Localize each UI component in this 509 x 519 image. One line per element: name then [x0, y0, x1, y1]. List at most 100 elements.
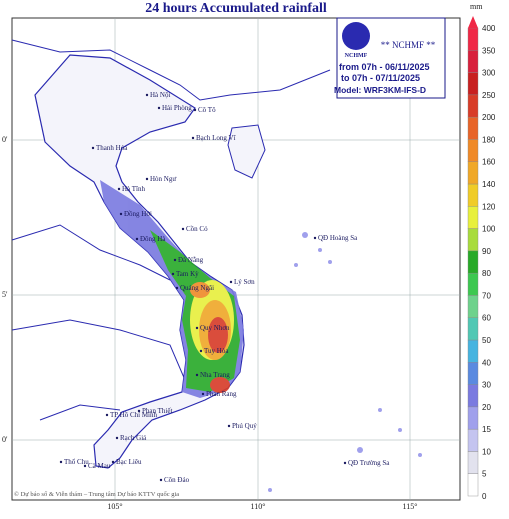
- place-dot: [227, 424, 231, 428]
- place-dot: [191, 136, 195, 140]
- colorbar-swatch: [467, 183, 479, 207]
- colorbar-swatch: [467, 206, 479, 229]
- place-label: Phú Quý: [232, 422, 257, 430]
- place-dot: [173, 258, 177, 262]
- model: Model: WRF3KM-IFS-D: [334, 85, 426, 95]
- colorbar-label: 10: [482, 447, 491, 456]
- place-label: Thổ Chu: [64, 458, 89, 466]
- place-dot: [105, 413, 109, 417]
- colorbar-swatch: [467, 94, 479, 118]
- colorbar-label: 160: [482, 158, 496, 167]
- colorbar-swatch: [467, 451, 479, 474]
- place-labels: Cô Tô Bạch Long Vĩ Thanh Hóa Hòn Ngư Hà Tĩnh…: [59, 91, 390, 484]
- colorbar-label: 250: [482, 91, 496, 100]
- place-dot: [229, 280, 233, 284]
- lon-label: 105°: [107, 502, 122, 511]
- place-label: Đồng Hới: [124, 210, 152, 218]
- lat-label: 5': [2, 290, 8, 299]
- colorbar-label: 120: [482, 202, 496, 211]
- place-label: Nha Trang: [200, 371, 230, 379]
- place-label: Cồn Cỏ: [186, 225, 208, 233]
- axis-labels: 105° 110° 115° 0' 5' 0': [2, 135, 417, 511]
- colorbar-swatch: [467, 384, 479, 408]
- colorbar-swatch: [467, 250, 479, 274]
- lon-label: 115°: [403, 502, 418, 511]
- place-dot: [145, 177, 149, 181]
- place-dot: [119, 212, 123, 216]
- place-label: Hà Nội: [150, 91, 170, 99]
- colorbar-swatch: [467, 295, 479, 318]
- place-dot: [313, 236, 317, 240]
- place-label: Quy Nhơn: [200, 324, 230, 332]
- colorbar-label: 350: [482, 46, 496, 55]
- place-label: Phan Thiết: [142, 407, 172, 415]
- colorbar-swatch: [467, 50, 479, 73]
- place-dot: [195, 326, 199, 330]
- info-box: [336, 17, 446, 99]
- place-label: Tam Kỳ: [176, 270, 199, 278]
- place-label: Hòn Ngư: [150, 175, 176, 183]
- colorbar-arrow: [468, 16, 478, 28]
- colorbar-label: 200: [482, 113, 496, 122]
- place-dot: [137, 409, 141, 413]
- place-label: Tuy Hòa: [204, 347, 229, 355]
- place-label: Cà Mau: [88, 462, 111, 470]
- place-dot: [157, 106, 161, 110]
- colorbar-label: 400: [482, 24, 496, 33]
- place-dot: [195, 373, 199, 377]
- place-dot: [343, 461, 347, 465]
- colorbar-label: 300: [482, 69, 496, 78]
- place-label: Quảng Ngãi: [180, 284, 214, 292]
- place-label: Bạch Long Vĩ: [196, 134, 237, 142]
- colorbar-swatch: [467, 72, 479, 96]
- colorbar: 0 5 10 15 20 30 40 50 60 70 80 90 100 120 140 160 180 200…: [467, 16, 496, 501]
- colorbar-label: 20: [482, 403, 491, 412]
- place-dot: [91, 146, 95, 150]
- rain-field: [100, 180, 244, 398]
- colorbar-swatch: [467, 161, 479, 185]
- colorbar-swatch: [467, 116, 479, 140]
- lat-label: 0': [2, 435, 8, 444]
- place-dot: [145, 93, 149, 97]
- colorbar-swatch: [467, 228, 479, 252]
- legend-unit: mm: [470, 2, 483, 11]
- place-label: Đà Nẵng: [178, 256, 204, 264]
- from: from 07h - 06/11/2025: [339, 62, 430, 72]
- credit: © Dự báo số & Viễn thám – Trung tâm Dự b…: [14, 491, 179, 498]
- colorbar-label: 50: [482, 336, 491, 345]
- place-label: Cô Tô: [198, 106, 216, 114]
- place-dot: [181, 227, 185, 231]
- colorbar-swatch: [467, 139, 479, 162]
- place-dot: [175, 286, 179, 290]
- place-dot: [117, 187, 121, 191]
- org: ** NCHMF **: [381, 40, 436, 50]
- place-label: Hải Phòng: [162, 104, 192, 112]
- logo: [342, 22, 370, 50]
- place-label: Đông Hà: [140, 235, 166, 243]
- colorbar-label: 90: [482, 247, 491, 256]
- place-dot: [135, 237, 139, 241]
- colorbar-label: 60: [482, 314, 491, 323]
- colorbar-swatch: [467, 473, 479, 497]
- colorbar-label: 30: [482, 381, 491, 390]
- colorbar-label: 80: [482, 269, 491, 278]
- place-label: QĐ Hoàng Sa: [318, 234, 358, 242]
- colorbar-swatch: [467, 362, 479, 385]
- place-label: Rạch Giá: [120, 434, 147, 442]
- place-dot: [83, 464, 87, 468]
- colorbar-label: 100: [482, 225, 496, 234]
- colorbar-swatch: [467, 272, 479, 296]
- colorbar-swatch: [467, 339, 479, 363]
- place-dot: [159, 478, 163, 482]
- colorbar-label: 5: [482, 470, 487, 479]
- colorbar-label: 40: [482, 358, 491, 367]
- place-dot: [193, 108, 197, 112]
- place-label: Lý Sơn: [234, 278, 255, 286]
- place-label: QĐ Trường Sa: [348, 459, 390, 467]
- place-label: TP Hồ Chí Minh: [110, 411, 157, 419]
- colorbar-swatch: [467, 317, 479, 341]
- borders: [11, 39, 331, 421]
- place-dot: [59, 460, 63, 464]
- colorbar-swatch: [467, 406, 479, 430]
- lon-label: 110°: [251, 502, 266, 511]
